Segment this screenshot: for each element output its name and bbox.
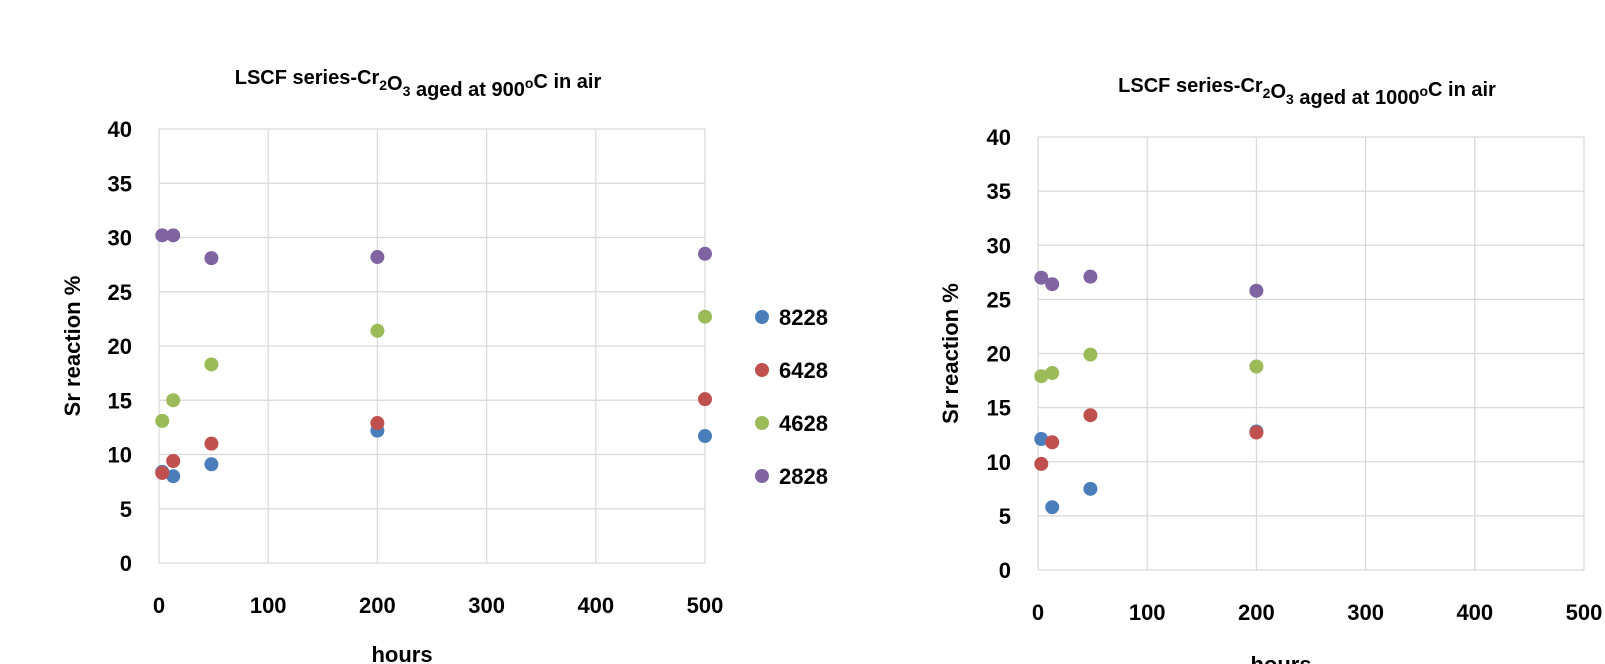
y-tick-label: 0 [120,551,132,576]
x-tick-label: 500 [687,593,724,618]
point-4628 [155,413,170,428]
legend-label-4628: 4628 [779,411,828,436]
x-tick-label: 400 [577,593,614,618]
point-6428 [1083,408,1098,423]
y-tick-label: 15 [108,388,132,413]
point-2828 [166,228,181,243]
point-2828 [698,246,712,261]
legend-marker-2828 [755,469,769,483]
y-tick-label: 5 [999,504,1011,529]
x-axis-label: hours [371,642,432,664]
x-tick-label: 200 [359,593,396,618]
y-axis-label: Sr reaction % [938,283,963,424]
point-2828 [155,228,170,243]
chart-title: LSCF series-Cr2O3 aged at 900oC in air [235,67,602,101]
point-4628 [370,323,385,338]
y-tick-label: 30 [108,226,132,251]
point-6428 [370,416,385,431]
x-tick-label: 400 [1456,600,1493,625]
y-tick-label: 20 [987,342,1011,367]
point-2828 [1045,277,1060,292]
y-tick-label: 40 [987,125,1011,150]
y-tick-label: 0 [999,558,1011,583]
point-4628 [1083,347,1098,362]
point-2828 [1083,269,1098,284]
point-8228 [1034,432,1049,447]
y-tick-label: 40 [108,117,132,142]
legend-label-2828: 2828 [779,464,828,489]
y-tick-label: 10 [108,443,132,468]
point-4628 [1249,359,1264,374]
x-tick-label: 300 [468,593,505,618]
y-tick-label: 25 [108,280,132,305]
y-axis-label: Sr reaction % [60,276,85,417]
x-tick-label: 300 [1347,600,1384,625]
point-6428 [204,436,219,451]
legend-marker-4628 [755,416,769,430]
x-tick-label: 200 [1238,600,1275,625]
y-tick-label: 30 [987,233,1011,258]
point-2828 [204,251,219,266]
y-tick-label: 10 [987,450,1011,475]
point-4628 [166,393,181,408]
y-tick-label: 20 [108,334,132,359]
y-tick-label: 35 [108,171,132,196]
y-tick-label: 35 [987,179,1011,204]
point-6428 [1034,456,1049,471]
y-tick-label: 5 [120,497,132,522]
point-8228 [204,457,219,472]
legend-marker-8228 [755,310,769,324]
legend-label-8228: 8228 [779,305,828,330]
point-6428 [698,392,712,407]
point-2828 [370,250,385,265]
point-4628 [1034,369,1049,384]
legend-label-6428: 6428 [779,358,828,383]
x-tick-label: 500 [1566,600,1603,625]
point-4628 [204,357,219,372]
chart-title: LSCF series-Cr2O3 aged at 1000oC in air [1118,75,1496,109]
point-6428 [166,454,181,469]
x-tick-label: 100 [1129,600,1166,625]
point-2828 [1034,270,1049,285]
x-axis-label: hours [1250,652,1311,664]
point-4628 [698,309,712,324]
point-6428 [1249,425,1264,440]
point-8228 [1083,481,1098,496]
point-8228 [166,469,181,484]
point-6428 [1045,435,1060,450]
x-tick-label: 100 [250,593,287,618]
point-2828 [1249,283,1264,298]
point-6428 [155,465,170,480]
legend-marker-6428 [755,363,769,377]
x-tick-label: 0 [1032,600,1044,625]
y-tick-label: 15 [987,396,1011,421]
point-4628 [1045,365,1060,380]
x-tick-label: 0 [153,593,165,618]
point-8228 [698,429,712,444]
point-8228 [1045,500,1060,515]
y-tick-label: 25 [987,287,1011,312]
